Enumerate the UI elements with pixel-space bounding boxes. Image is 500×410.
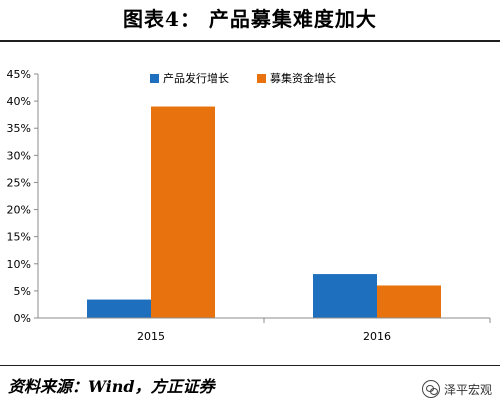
source-note: 资料来源：Wind，方正证券 xyxy=(8,377,215,396)
chart-title: 图表4： 产品募集难度加大 xyxy=(123,7,377,31)
bar-chart: 产品发行增长 募集资金增长 0% 5% 10% 15% 20% 25% 30% 35% 40% 45… xyxy=(7,68,491,343)
bar xyxy=(87,299,151,318)
y-tick-label: 35% xyxy=(7,122,31,135)
y-tick-label: 0% xyxy=(14,312,31,325)
legend-swatch xyxy=(150,74,159,83)
y-tick-label: 5% xyxy=(14,285,31,298)
top-rule xyxy=(0,40,500,42)
y-tick-label: 20% xyxy=(7,204,31,217)
bar xyxy=(313,274,377,318)
x-tick-label: 2016 xyxy=(363,330,391,343)
watermark: 泽平宏观 xyxy=(421,378,492,400)
y-tick-label: 45% xyxy=(7,68,31,81)
bar xyxy=(377,285,441,318)
bottom-rule xyxy=(0,365,500,366)
x-tick-label: 2015 xyxy=(137,330,165,343)
bars xyxy=(87,106,441,319)
y-tick-label: 10% xyxy=(7,258,31,271)
legend-swatch xyxy=(257,74,266,83)
watermark-text: 泽平宏观 xyxy=(443,382,492,397)
y-tick-label: 40% xyxy=(7,95,31,108)
y-tick-label: 15% xyxy=(7,231,31,244)
wechat-icon xyxy=(421,380,440,398)
bar xyxy=(151,106,215,319)
legend-label: 产品发行增长 xyxy=(163,71,229,85)
legend: 产品发行增长 募集资金增长 xyxy=(150,71,336,85)
y-tick-label: 25% xyxy=(7,176,31,189)
x-axis: 2015 2016 xyxy=(38,317,491,343)
legend-label: 募集资金增长 xyxy=(270,71,336,85)
y-tick-label: 30% xyxy=(7,149,31,162)
y-axis: 0% 5% 10% 15% 20% 25% 30% 35% 40% 45% xyxy=(7,68,39,325)
